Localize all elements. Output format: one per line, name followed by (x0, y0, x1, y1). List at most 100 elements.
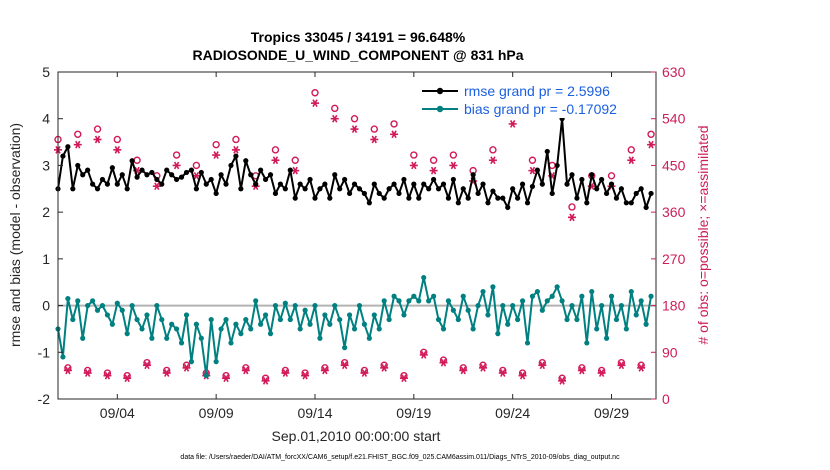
obs-assimilated-marker (83, 369, 92, 377)
x-tick-label: 09/29 (594, 405, 629, 421)
rmse-point (351, 181, 358, 187)
bias-point (351, 326, 358, 332)
bias-point (159, 316, 165, 323)
bias-point (500, 302, 506, 309)
bias-point (431, 293, 437, 299)
obs-possible-marker (627, 146, 635, 154)
obs-assimilated-marker (330, 114, 339, 123)
rmse-point (599, 176, 605, 183)
bias-point (475, 302, 481, 309)
rmse-point (243, 158, 249, 164)
bias-point (312, 302, 318, 309)
rmse-point (371, 181, 377, 187)
obs-possible-marker (370, 125, 378, 133)
rmse-point (282, 186, 288, 192)
rmse-point (292, 195, 298, 201)
rmse-point (233, 153, 239, 159)
rmse-point (401, 176, 407, 183)
obs-assimilated-stroke (144, 361, 150, 370)
y-tick-label-right: 450 (662, 157, 686, 173)
bias-point (445, 298, 452, 304)
bias-point (519, 298, 526, 304)
bias-point (490, 284, 496, 290)
obs-assimilated-marker (123, 374, 132, 383)
bias-point (307, 321, 313, 327)
obs-assimilated-stroke (371, 135, 377, 144)
bias-point (376, 326, 382, 332)
bias-point (188, 359, 195, 365)
x-tick-label: 09/19 (396, 405, 431, 421)
bias-point (549, 293, 555, 299)
obs-assimilated-marker (409, 161, 418, 170)
bias-point (411, 293, 417, 299)
obs-assimilated-marker (73, 140, 82, 149)
bias-point (356, 302, 363, 309)
obs-assimilated-stroke (332, 114, 338, 123)
bias-point (579, 293, 585, 299)
rmse-point (356, 186, 363, 192)
bias-point (149, 335, 155, 341)
y-tick-label-left: -1 (38, 344, 51, 360)
rmse-point (203, 181, 209, 187)
bias-point (603, 335, 610, 341)
bias-point (366, 335, 372, 341)
bias-point (426, 298, 432, 304)
rmse-point (297, 181, 303, 187)
bias-point (534, 288, 540, 295)
obs-assimilated-stroke (164, 369, 170, 377)
obs-assimilated-stroke (292, 166, 298, 175)
obs-possible-marker (291, 156, 299, 164)
rmse-point (317, 186, 323, 192)
bias-point (529, 293, 536, 299)
rmse-point (648, 190, 654, 197)
obs-possible-marker (449, 151, 458, 159)
obs-possible-marker (410, 151, 418, 159)
obs-assimilated-marker (103, 371, 112, 380)
rmse-point (75, 162, 81, 169)
obs-assimilated-marker (380, 363, 389, 372)
obs-assimilated-marker (459, 366, 468, 375)
bias-point (218, 326, 224, 332)
bias-point (114, 300, 120, 306)
obs-assimilated-marker (63, 366, 72, 375)
bias-point (599, 302, 605, 309)
rmse-point (574, 195, 580, 201)
rmse-point (164, 167, 170, 173)
legend: rmse grand pr = 2.5996 bias grand pr = -… (416, 80, 652, 118)
rmse-point (124, 186, 130, 192)
rmse-point (524, 200, 531, 206)
x-tick-label: 09/24 (495, 405, 530, 421)
obs-assimilated-marker (222, 374, 231, 383)
obs-assimilated-marker (479, 363, 488, 372)
obs-assimilated-marker (538, 361, 547, 370)
rmse-point (114, 181, 120, 187)
obs-assimilated-marker (271, 156, 280, 165)
rmse-point (460, 186, 466, 192)
rmse-point (361, 190, 368, 197)
rmse-point (440, 181, 447, 187)
bias-point (589, 288, 595, 295)
obs-assimilated-marker (399, 374, 408, 383)
obs-assimilated-marker (488, 156, 497, 165)
obs-assimilated-marker (152, 182, 161, 191)
y-tick-label-left: 5 (42, 64, 50, 80)
rmse-point (465, 195, 471, 201)
rmse-point (109, 165, 115, 171)
rmse-point (119, 172, 125, 178)
obs-assimilated-stroke (569, 213, 575, 222)
bias-point (371, 312, 377, 318)
obs-assimilated-stroke (628, 156, 634, 165)
rmse-point (188, 167, 195, 173)
bias-point (213, 359, 219, 365)
rmse-point (262, 176, 269, 183)
bias-point (277, 316, 283, 323)
rmse-point (539, 181, 545, 187)
bias-point (193, 321, 199, 327)
bias-point (628, 288, 634, 295)
obs-possible-marker (489, 146, 497, 154)
obs-assimilated-stroke (529, 166, 536, 175)
rmse-point (85, 167, 91, 173)
y-tick-label-left: 3 (42, 157, 50, 173)
rmse-point (431, 176, 437, 183)
obs-assimilated-stroke (223, 374, 229, 383)
